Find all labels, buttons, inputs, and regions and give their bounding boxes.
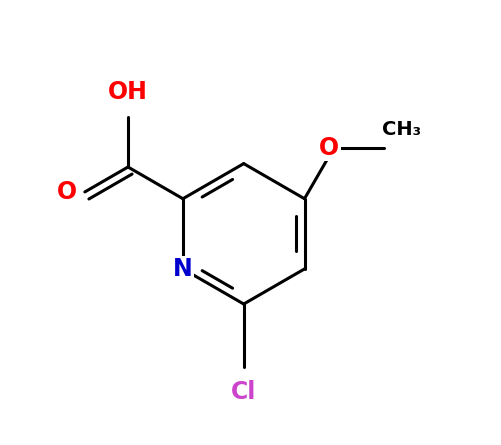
Text: Cl: Cl xyxy=(231,380,257,405)
Text: OH: OH xyxy=(108,80,148,104)
Text: CH₃: CH₃ xyxy=(382,120,421,139)
Text: N: N xyxy=(173,257,193,281)
Text: O: O xyxy=(57,180,77,204)
Text: O: O xyxy=(319,136,340,160)
